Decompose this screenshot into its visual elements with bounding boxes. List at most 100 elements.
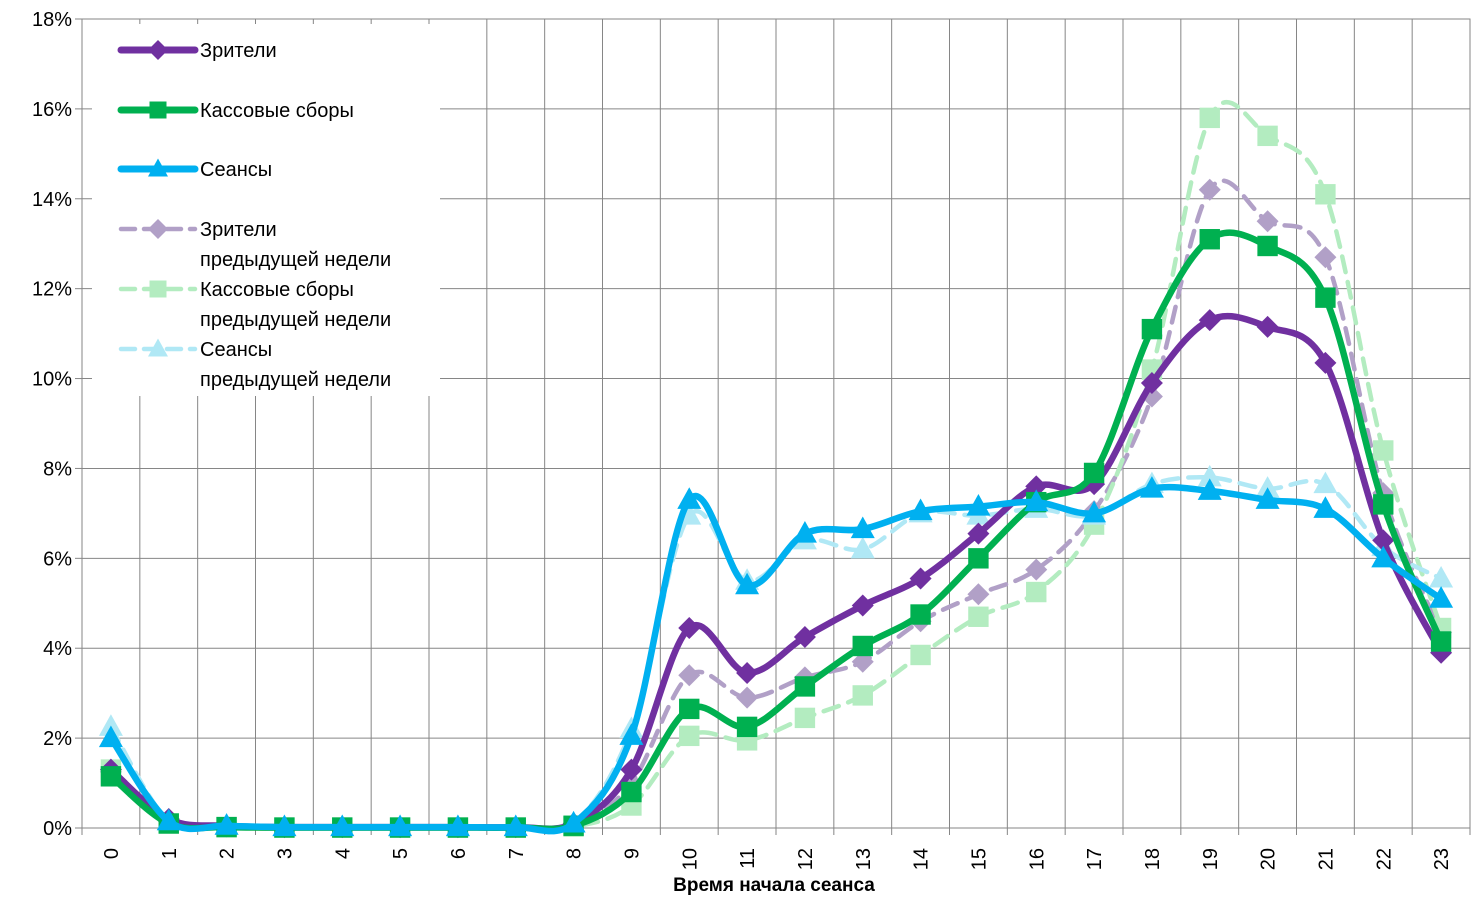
data-point: [677, 487, 702, 509]
y-tick-label: 10%: [32, 369, 72, 391]
data-point: [968, 548, 989, 569]
data-point: [156, 808, 181, 831]
x-axis-label: Время начала сеанса: [673, 875, 875, 896]
x-tick-label: 22: [1373, 848, 1395, 870]
data-point: [1429, 565, 1454, 588]
legend-marker: [149, 280, 167, 298]
data-point: [1313, 496, 1338, 518]
series-sessions: [98, 476, 1454, 837]
y-tick-label: 2%: [43, 728, 72, 750]
data-point: [1373, 440, 1394, 461]
x-tick-label: 5: [390, 848, 412, 859]
x-tick-label: 7: [506, 848, 528, 859]
legend-label: предыдущей недели: [200, 369, 391, 391]
y-tick-label: 14%: [32, 189, 72, 211]
data-point: [794, 707, 816, 729]
data-point: [214, 813, 239, 835]
x-tick-label: 10: [679, 848, 701, 870]
x-tick-label: 1: [159, 848, 181, 859]
data-point: [908, 498, 933, 521]
data-point: [1141, 318, 1163, 340]
data-point: [735, 572, 760, 595]
x-tick-label: 23: [1431, 848, 1453, 870]
legend-marker: [148, 219, 168, 239]
data-point: [1256, 210, 1279, 233]
data-point: [561, 810, 586, 833]
legend-label: предыдущей недели: [200, 309, 391, 331]
x-tick-label: 16: [1026, 848, 1048, 870]
data-point: [792, 521, 817, 543]
y-tick-label: 18%: [32, 9, 72, 31]
data-point: [793, 625, 816, 648]
legend-marker: [149, 101, 167, 119]
data-point: [1256, 315, 1279, 338]
data-point: [1314, 351, 1337, 374]
data-point: [678, 616, 701, 639]
x-tick-label: 14: [911, 848, 933, 870]
data-point: [1197, 478, 1222, 500]
legend-label: Зрители: [200, 219, 277, 241]
data-point: [968, 606, 989, 627]
x-tick-label: 17: [1084, 848, 1106, 870]
y-tick-label: 8%: [43, 458, 72, 480]
x-tick-label: 19: [1200, 848, 1222, 870]
data-point: [503, 814, 528, 837]
x-tick-label: 3: [274, 848, 296, 859]
data-point: [852, 635, 873, 657]
data-point: [850, 536, 875, 559]
data-point: [910, 644, 931, 666]
x-tick-label: 2: [217, 848, 239, 859]
data-point: [1199, 229, 1220, 250]
x-tick-label: 11: [737, 848, 759, 869]
y-tick-label: 4%: [43, 638, 72, 660]
legend: Зрители Кассовые сборы Сеансы Зрители предыд…: [92, 24, 440, 396]
data-point: [619, 723, 644, 745]
data-point: [1315, 287, 1336, 308]
legend-marker: [148, 158, 168, 177]
x-tick-label: 12: [795, 848, 817, 870]
axes: 0%2%4%6%8%10%12%14%16%18%0 1 2 3 4 5 6 7 8 9 10 11 1…: [32, 9, 1471, 870]
legend-label: Кассовые сборы: [200, 100, 354, 122]
data-point: [967, 522, 990, 545]
data-point: [1315, 184, 1336, 205]
legend-label: Сеансы: [200, 339, 272, 361]
y-tick-label: 12%: [32, 279, 72, 301]
data-point: [852, 685, 873, 706]
data-point: [736, 661, 759, 684]
data-point: [850, 516, 875, 539]
data-point: [98, 725, 123, 748]
data-point: [1430, 631, 1452, 652]
data-point: [1255, 476, 1280, 498]
x-tick-label: 6: [448, 848, 470, 859]
data-point: [966, 494, 991, 516]
data-point: [679, 698, 700, 720]
x-tick-label: 15: [968, 848, 990, 870]
legend-label: предыдущей недели: [200, 249, 391, 271]
data-point: [736, 686, 759, 709]
x-tick-label: 0: [101, 848, 123, 859]
series-group: [98, 99, 1454, 839]
data-point: [1082, 500, 1107, 523]
x-tick-label: 18: [1142, 848, 1164, 870]
x-tick-label: 20: [1258, 848, 1280, 870]
data-point: [1198, 178, 1221, 201]
data-point: [1372, 529, 1395, 552]
data-point: [1139, 476, 1164, 498]
data-point: [1025, 558, 1048, 581]
data-point: [100, 766, 122, 787]
data-point: [1313, 471, 1338, 494]
data-point: [1198, 309, 1221, 332]
data-point: [1257, 125, 1278, 147]
data-point: [1197, 464, 1222, 487]
legend-label: Зрители: [200, 40, 277, 62]
data-point: [388, 814, 413, 837]
data-point: [678, 664, 701, 687]
data-point: [967, 583, 990, 606]
data-point: [794, 676, 816, 697]
x-tick-label: 4: [332, 848, 354, 859]
data-point: [98, 714, 123, 736]
data-point: [1257, 235, 1278, 257]
data-point: [330, 814, 355, 837]
x-tick-label: 13: [853, 848, 875, 870]
